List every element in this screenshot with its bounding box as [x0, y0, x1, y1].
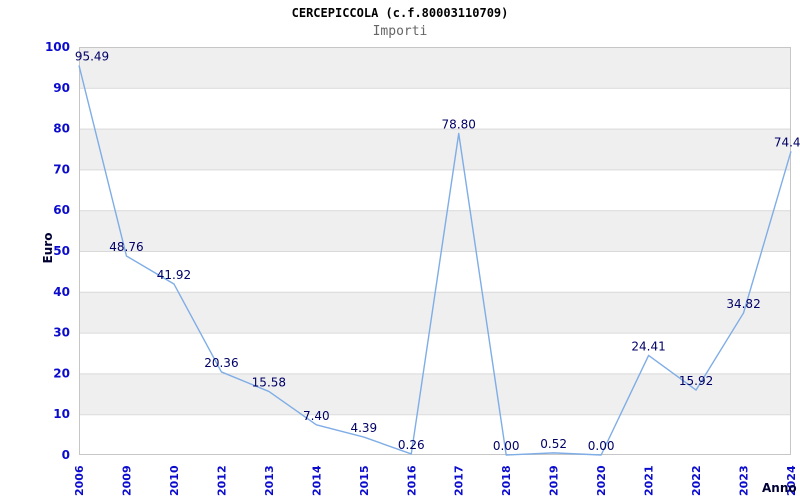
y-tick-label: 30 — [53, 326, 70, 340]
plot-band — [79, 291, 791, 333]
x-tick-label: 2023 — [738, 465, 751, 496]
value-label: 74.43 — [774, 135, 800, 149]
value-label: 78.80 — [442, 117, 476, 131]
y-tick-label: 60 — [53, 203, 70, 217]
x-tick-label: 2022 — [690, 465, 703, 496]
value-label: 41.92 — [157, 268, 191, 282]
plot-band — [79, 128, 791, 170]
value-label: 34.82 — [726, 297, 760, 311]
value-label: 4.39 — [350, 421, 377, 435]
value-label: 24.41 — [631, 339, 665, 353]
x-tick-label: 2018 — [500, 465, 513, 496]
data-line — [78, 65, 792, 456]
y-tick-label: 50 — [53, 244, 70, 258]
plot-band — [79, 87, 791, 129]
value-label: 0.00 — [493, 439, 520, 453]
x-axis-title: Anno — [762, 481, 797, 495]
y-tick-label: 90 — [53, 81, 70, 95]
plot-band — [79, 414, 791, 455]
x-tick-label: 2020 — [595, 465, 608, 496]
plot-band — [79, 47, 791, 88]
plot-band — [79, 251, 791, 292]
y-tick-label: 80 — [53, 122, 70, 136]
y-tick-label: 0 — [62, 448, 70, 462]
x-tick-label: 2024 — [785, 465, 798, 496]
value-label: 48.76 — [109, 240, 143, 254]
plot-band — [79, 373, 791, 415]
plot-band — [79, 210, 791, 251]
value-label: 7.40 — [303, 409, 330, 423]
y-axis-title: Euro — [41, 232, 55, 264]
x-tick-label: 2012 — [215, 465, 228, 496]
x-tick-label: 2013 — [263, 465, 276, 496]
y-tick-label: 40 — [53, 285, 70, 299]
x-tick-label: 2014 — [310, 465, 323, 496]
y-tick-label: 10 — [53, 407, 70, 421]
y-tick-label: 20 — [53, 366, 70, 380]
y-tick-label: 100 — [45, 40, 70, 54]
chart-title: CERCEPICCOLA (c.f.80003110709) — [291, 6, 509, 20]
x-tick-label: 2010 — [168, 465, 181, 496]
x-tick-label: 2021 — [643, 465, 656, 496]
plot-band — [79, 332, 791, 374]
x-tick-label: 2017 — [453, 465, 466, 496]
plot-band — [79, 169, 791, 211]
plot-border — [79, 47, 791, 455]
value-label: 15.92 — [679, 374, 713, 388]
value-label: 20.36 — [204, 356, 238, 370]
x-tick-label: 2006 — [73, 465, 86, 496]
x-tick-label: 2016 — [405, 465, 418, 496]
value-label: 95.49 — [75, 49, 109, 63]
x-tick-label: 2015 — [358, 465, 371, 496]
y-tick-label: 70 — [53, 162, 70, 176]
x-tick-label: 2009 — [120, 465, 133, 496]
chart-subtitle: Importi — [372, 24, 428, 39]
value-label: 15.58 — [252, 375, 286, 389]
value-label: 0.52 — [540, 437, 567, 451]
value-label: 0.26 — [398, 438, 425, 452]
x-tick-label: 2019 — [548, 465, 561, 496]
value-label: 0.00 — [588, 439, 615, 453]
